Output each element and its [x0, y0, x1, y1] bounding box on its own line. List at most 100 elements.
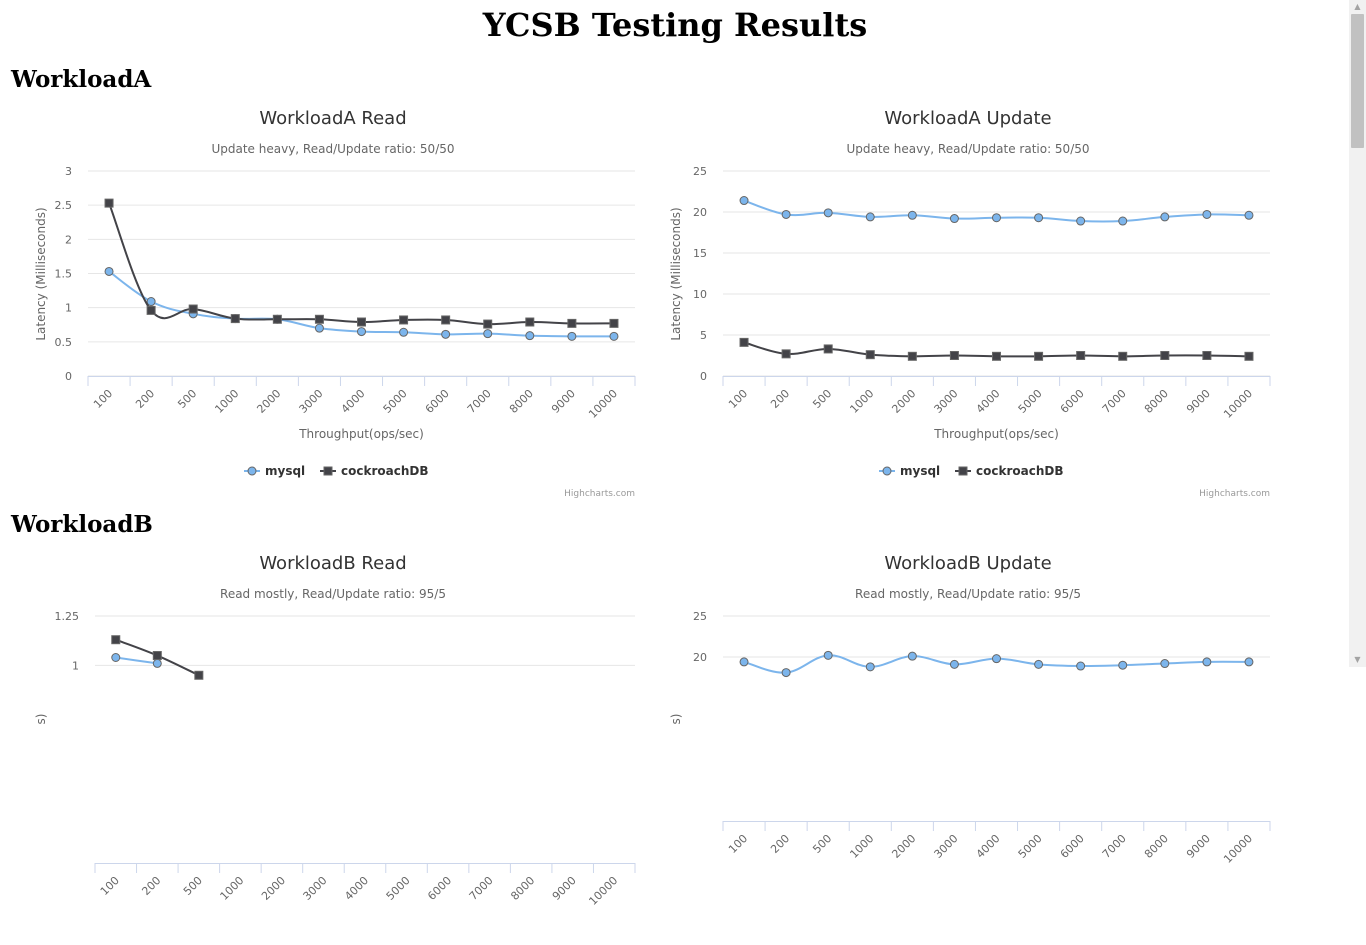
x-tick-label: 3000 [301, 874, 330, 903]
data-point-mysql [739, 196, 749, 206]
data-point-mysql [152, 658, 162, 668]
legend-label-mysql: mysql [265, 464, 305, 478]
chart-svg: WorkloadB Read Read mostly, Read/Update r… [34, 553, 636, 908]
data-point-cockroachDB [152, 651, 162, 661]
data-point-mysql [1118, 660, 1128, 670]
y-tick-label: 1.5 [55, 268, 73, 281]
data-point-cockroachDB [1202, 351, 1212, 360]
x-tick-label: 2000 [259, 874, 288, 903]
x-tick-label: 8000 [507, 387, 536, 416]
legend-marker-cockroachdb [323, 466, 333, 476]
y-tick-label: 10 [693, 288, 707, 301]
chart-title: WorkloadB Update [884, 553, 1051, 574]
data-point-mysql [357, 327, 366, 337]
chart-svg: WorkloadB Update Read mostly, Read/Update… [669, 553, 1271, 866]
data-point-mysql [739, 657, 749, 667]
data-point-cockroachDB [399, 315, 409, 325]
x-tick-label: 7000 [467, 874, 496, 903]
data-point-cockroachDB [272, 314, 282, 324]
x-tick-label: 9000 [549, 387, 578, 416]
page-title: YCSB Testing Results [482, 6, 868, 44]
scrollbar-thumb[interactable] [1351, 14, 1364, 148]
y-tick-label: 1 [65, 302, 72, 315]
series-line-mysql [108, 270, 614, 338]
x-tick-label: 9000 [1184, 387, 1213, 416]
data-point-mysql [865, 212, 875, 222]
data-point-mysql [907, 651, 917, 661]
y-tick-label: 20 [693, 206, 707, 219]
x-tick-label: 5000 [1016, 832, 1045, 861]
data-point-mysql [1034, 659, 1044, 669]
y-tick-label: 20 [693, 651, 707, 664]
y-tick-label: 2 [65, 233, 72, 246]
data-point-mysql [1160, 659, 1170, 669]
x-tick-label: 10000 [1221, 832, 1255, 866]
y-tick-label: 25 [693, 610, 707, 623]
x-tick-label: 7000 [465, 387, 494, 416]
x-tick-label: 3000 [932, 387, 961, 416]
x-tick-label: 500 [181, 874, 205, 898]
data-point-mysql [949, 659, 959, 669]
chart-legend: mysql cockroachDB [879, 464, 1063, 478]
data-point-mysql [907, 210, 917, 220]
data-point-cockroachDB [1160, 351, 1170, 360]
data-point-mysql [823, 208, 833, 218]
data-point-cockroachDB [823, 344, 833, 354]
chart-title: WorkloadA Read [259, 108, 406, 129]
x-tick-label: 2000 [889, 832, 918, 861]
legend-label-cockroachdb: cockroachDB [976, 464, 1063, 478]
x-tick-label: 100 [726, 387, 750, 411]
scroll-down-arrow-icon[interactable]: ▼ [1354, 655, 1361, 664]
x-tick-label: 8000 [1142, 832, 1171, 861]
data-point-cockroachDB [949, 351, 959, 360]
data-point-mysql [1034, 213, 1044, 223]
data-point-cockroachDB [525, 317, 535, 327]
x-tick-label: 7000 [1100, 832, 1129, 861]
legend-label-cockroachdb: cockroachDB [341, 464, 428, 478]
data-point-mysql [949, 214, 959, 224]
data-point-mysql [781, 668, 791, 678]
x-tick-label: 2000 [254, 387, 283, 416]
legend-marker-mysql [247, 466, 257, 476]
x-tick-label: 9000 [550, 874, 579, 903]
y-axis-title: Latency (Milliseconds) [669, 207, 683, 340]
vertical-scrollbar[interactable]: ▲ ▼ [1349, 0, 1366, 667]
scroll-up-arrow-icon[interactable]: ▲ [1354, 2, 1361, 11]
x-tick-label: 200 [768, 832, 792, 856]
x-tick-label: 500 [175, 387, 199, 411]
x-tick-label: 6000 [1058, 387, 1087, 416]
data-point-cockroachDB [739, 337, 749, 347]
data-point-mysql [146, 297, 156, 307]
x-tick-label: 4000 [974, 387, 1003, 416]
data-point-cockroachDB [992, 351, 1001, 361]
data-point-mysql [1244, 210, 1254, 220]
x-tick-label: 100 [726, 832, 750, 856]
x-tick-label: 2000 [889, 387, 918, 416]
y-tick-label: 2.5 [55, 199, 73, 212]
legend-marker-mysql [882, 466, 892, 476]
data-point-mysql [992, 213, 1001, 223]
data-point-mysql [399, 327, 409, 337]
series-line-cockroachDB [108, 202, 614, 326]
x-tick-label: 100 [91, 387, 115, 411]
data-point-mysql [1160, 212, 1170, 222]
x-tick-label: 3000 [932, 832, 961, 861]
data-point-mysql [441, 329, 451, 339]
x-axis-title: Throughput(ops/sec) [933, 427, 1059, 441]
x-tick-label: 8000 [1142, 387, 1171, 416]
y-tick-label: 0.5 [55, 336, 73, 349]
y-tick-label: 15 [693, 247, 707, 260]
chart-workload-b-update: WorkloadB Update Read mostly, Read/Update… [646, 545, 1280, 945]
data-point-cockroachDB [314, 314, 324, 324]
x-tick-label: 1000 [218, 874, 247, 903]
chart-workload-a-read: WorkloadA Read Update heavy, Read/Update … [11, 100, 645, 500]
x-tick-label: 3000 [297, 387, 326, 416]
x-tick-label: 6000 [425, 874, 454, 903]
chart-subtitle: Update heavy, Read/Update ratio: 50/50 [211, 142, 454, 156]
x-tick-label: 1000 [847, 387, 876, 416]
data-point-cockroachDB [104, 198, 114, 208]
data-point-cockroachDB [567, 318, 577, 328]
chart-subtitle: Update heavy, Read/Update ratio: 50/50 [846, 142, 1089, 156]
data-point-mysql [1202, 209, 1212, 219]
data-point-mysql [525, 331, 535, 341]
